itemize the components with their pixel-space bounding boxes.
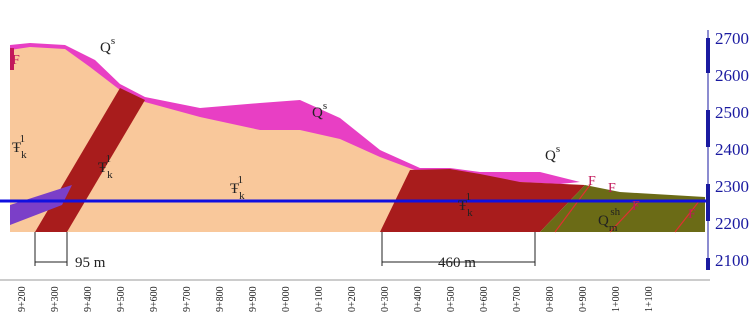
label-base: Q (100, 40, 111, 56)
chainage-label: 0+600 (479, 286, 490, 312)
label-sub: k (107, 169, 113, 181)
layer-label: Qs (545, 143, 560, 164)
elevation-label: 2700 (715, 29, 749, 48)
fault-label: F (588, 174, 596, 189)
chainage-label: 0+300 (380, 286, 391, 312)
label-sub: k (239, 190, 245, 202)
cross-section: 2700 2600 2500 2400 2300 2200 2100 9+200 9+300 9+… (0, 0, 756, 315)
chainage-label: 0+000 (281, 286, 292, 312)
elevation-label: 2400 (715, 140, 749, 159)
fault-label: F (632, 199, 640, 214)
label-sup: s (111, 35, 115, 47)
chainage-label: 9+400 (83, 286, 94, 312)
elevation-label: 2500 (715, 103, 749, 122)
label-sup: 1 (20, 133, 26, 145)
chainage-label: 0+400 (413, 286, 424, 312)
layer-label: Qs (100, 35, 115, 56)
chainage-label: 9+600 (149, 286, 160, 312)
label-sup: 1 (106, 153, 112, 165)
label-sub: m (609, 222, 618, 234)
dimension-label: 95 m (75, 255, 106, 271)
chainage-label: 9+200 (17, 286, 28, 312)
chainage-label: 9+900 (248, 286, 259, 312)
label-sup: 1 (238, 174, 244, 186)
chainage-label: 9+800 (215, 286, 226, 312)
fault-label: F (12, 53, 20, 68)
chainage-label: 0+900 (578, 286, 589, 312)
label-base: Q (545, 148, 556, 164)
elevation-label: 2600 (715, 66, 749, 85)
fault-label: F (608, 181, 616, 196)
elevation-label: 2200 (715, 214, 749, 233)
chainage-label: 1+000 (611, 286, 622, 312)
dimension-label: 460 m (438, 255, 476, 271)
label-sup: 1 (466, 191, 472, 203)
label-sup: s (323, 100, 327, 112)
chainage-label: 0+100 (314, 286, 325, 312)
chainage-label: 9+300 (50, 286, 61, 312)
chainage-label: 0+200 (347, 286, 358, 312)
label-sup: sh (610, 206, 620, 218)
chainage-label: 9+500 (116, 286, 127, 312)
elevation-label: 2100 (715, 251, 749, 270)
label-sub: k (21, 149, 27, 161)
chainage-label: 0+800 (545, 286, 556, 312)
chainage-label: 9+700 (182, 286, 193, 312)
label-sup: s (556, 143, 560, 155)
label-sub: k (467, 207, 473, 219)
label-base: Q (598, 213, 609, 229)
chainage-label: 0+500 (446, 286, 457, 312)
fault-label: F (688, 207, 696, 222)
chainage-label: 1+100 (644, 286, 655, 312)
layers (0, 43, 708, 232)
label-base: Q (312, 105, 323, 121)
elevation-label: 2300 (715, 177, 749, 196)
chainage-label: 0+700 (512, 286, 523, 312)
